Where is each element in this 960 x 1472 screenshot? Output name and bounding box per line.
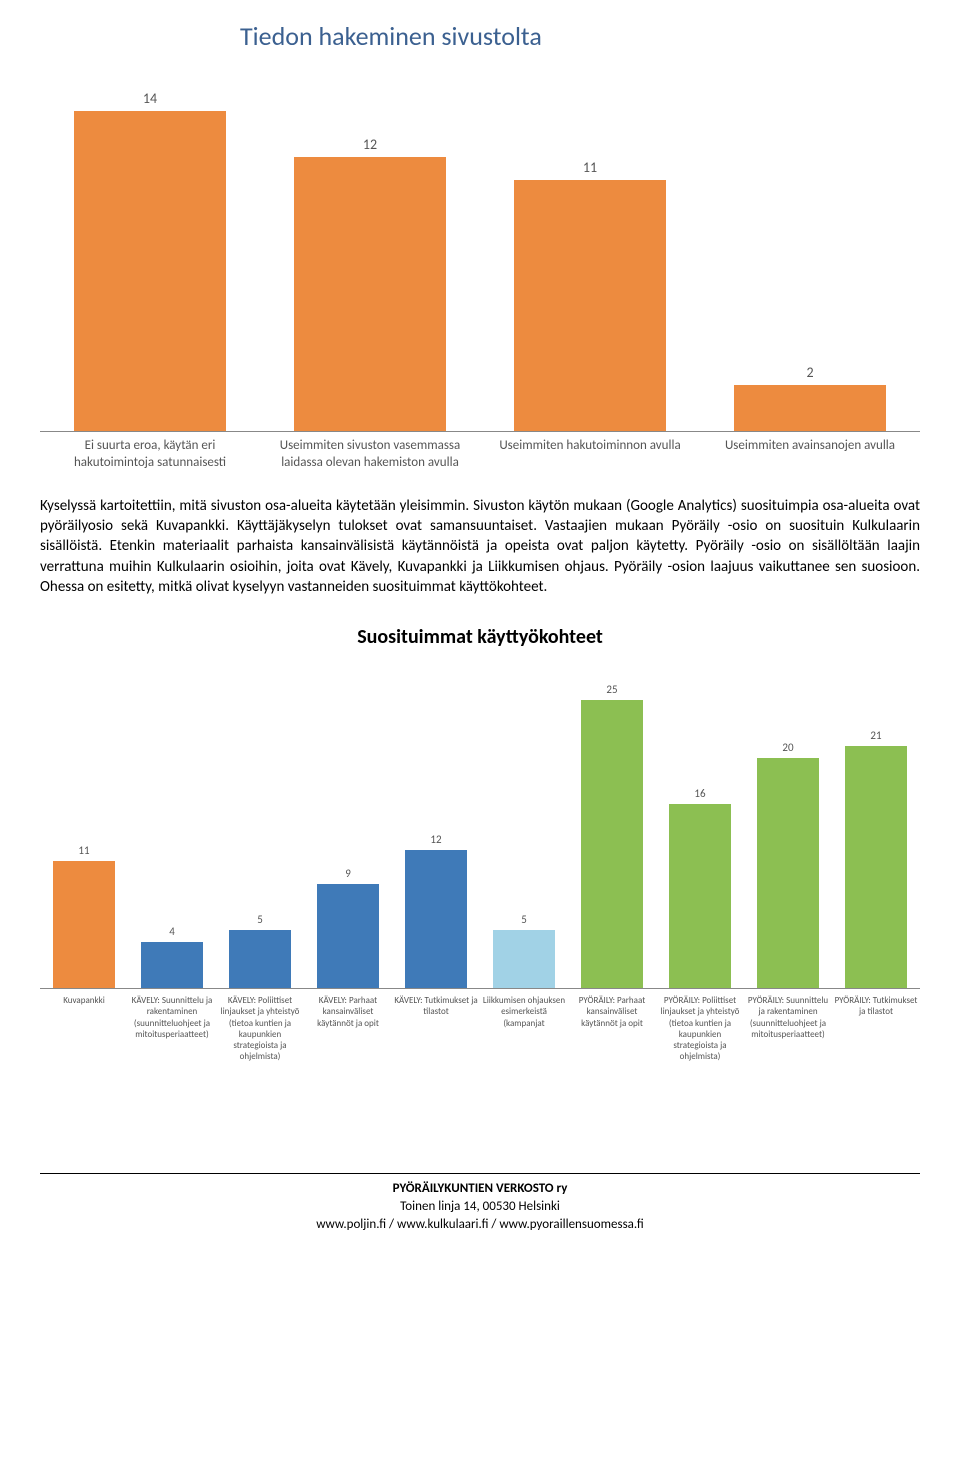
chart2-labels: KuvapankkiKÄVELY: Suunnittelu ja rakenta… [40, 995, 920, 1063]
chart2-bar-value: 5 [257, 913, 263, 926]
chart1-bar-label: Ei suurta eroa, käytän eri hakutoimintoj… [40, 438, 260, 472]
chart2-bar [229, 930, 291, 988]
chart1-bar [734, 385, 887, 431]
chart2-bar-label: KÄVELY: Parhaat kansainväliset käytännöt… [304, 995, 392, 1063]
chart2-bar [757, 758, 819, 988]
chart1-bar-col: 2 [700, 364, 920, 431]
chart2-bar-col: 20 [744, 741, 832, 988]
chart2-bar-col: 11 [40, 844, 128, 988]
body-paragraph: Kyselyssä kartoitettiin, mitä sivuston o… [40, 496, 920, 597]
chart1-bars: 14 12 11 2 [40, 82, 920, 432]
chart2-bar-value: 9 [345, 867, 351, 880]
chart1-title: Tiedon hakeminen sivustolta [40, 20, 920, 52]
chart2-bar-col: 4 [128, 925, 216, 988]
chart1-bar-label: Useimmiten sivuston vasemmassa laidassa … [260, 438, 480, 472]
chart2-bar-label: KÄVELY: Poliittiset linjaukset ja yhteis… [216, 995, 304, 1063]
chart2-bar [141, 942, 203, 988]
chart1-labels: Ei suurta eroa, käytän eri hakutoimintoj… [40, 438, 920, 472]
chart2-bar-value: 16 [694, 787, 705, 800]
footer-org: PYÖRÄILYKUNTIEN VERKOSTO ry [40, 1180, 920, 1198]
chart2-bar-value: 25 [606, 683, 617, 696]
chart2-bar-value: 11 [78, 844, 89, 857]
chart1-bar-value: 12 [363, 136, 377, 153]
chart1-bar [294, 157, 447, 431]
footer-divider [40, 1173, 920, 1174]
chart2-bar [317, 884, 379, 988]
chart1-bar-col: 14 [40, 90, 260, 431]
chart2-bar-col: 5 [480, 913, 568, 988]
chart2-bar [53, 861, 115, 988]
chart2-bar-col: 21 [832, 729, 920, 988]
footer-urls: www.poljin.fi / www.kulkulaari.fi / www.… [40, 1216, 920, 1234]
chart1-bar-col: 11 [480, 159, 700, 431]
chart2-bar-label: PYÖRÄILY: Tutkimukset ja tilastot [832, 995, 920, 1063]
chart2-bar-value: 12 [430, 833, 441, 846]
chart1-bar-col: 12 [260, 136, 480, 431]
chart2-bar-col: 12 [392, 833, 480, 988]
chart1-bar-value: 11 [583, 159, 597, 176]
chart2-bar-label: PYÖRÄILY: Suunnittelu ja rakentaminen (s… [744, 995, 832, 1063]
chart-tiedon-hakeminen: Tiedon hakeminen sivustolta 14 12 11 2 Ei s… [40, 20, 920, 472]
chart2-bars: 11 4 5 9 12 5 25 16 20 21 [40, 679, 920, 989]
chart2-bar-label: KÄVELY: Suunnittelu ja rakentaminen (suu… [128, 995, 216, 1063]
chart1-bar-value: 2 [806, 364, 813, 381]
chart1-bar [74, 111, 227, 431]
chart2-bar [493, 930, 555, 988]
chart1-bar-value: 14 [143, 90, 157, 107]
chart2-bar-label: PYÖRÄILY: Poliittiset linjaukset ja yhte… [656, 995, 744, 1063]
chart2-bar-label: Kuvapankki [40, 995, 128, 1063]
chart1-bar-label: Useimmiten hakutoiminnon avulla [480, 438, 700, 472]
chart1-bar [514, 180, 667, 431]
chart2-bar-label: KÄVELY: Tutkimukset ja tilastot [392, 995, 480, 1063]
chart2-bar-col: 5 [216, 913, 304, 988]
chart2-bar-value: 5 [521, 913, 527, 926]
chart2-bar-col: 16 [656, 787, 744, 988]
chart2-bar [405, 850, 467, 988]
chart1-bar-label: Useimmiten avainsanojen avulla [700, 438, 920, 472]
chart2-bar-value: 21 [870, 729, 881, 742]
chart2-bar-value: 4 [169, 925, 175, 938]
footer-address: Toinen linja 14, 00530 Helsinki [40, 1198, 920, 1216]
chart2-title: Suosituimmat käyttyökohteet [40, 625, 920, 649]
page-footer: PYÖRÄILYKUNTIEN VERKOSTO ry Toinen linja… [40, 1180, 920, 1235]
chart2-bar-col: 25 [568, 683, 656, 988]
chart2-bar [845, 746, 907, 988]
chart2-bar [669, 804, 731, 988]
chart2-bar [581, 700, 643, 988]
chart2-bar-value: 20 [782, 741, 793, 754]
chart2-bar-label: Liikkumisen ohjauksen esimerkeistä (kamp… [480, 995, 568, 1063]
chart-suosituimmat: Suosituimmat käyttyökohteet 11 4 5 9 12 5 25 16… [40, 625, 920, 1063]
chart2-bar-label: PYÖRÄILY: Parhaat kansainväliset käytänn… [568, 995, 656, 1063]
chart2-bar-col: 9 [304, 867, 392, 988]
